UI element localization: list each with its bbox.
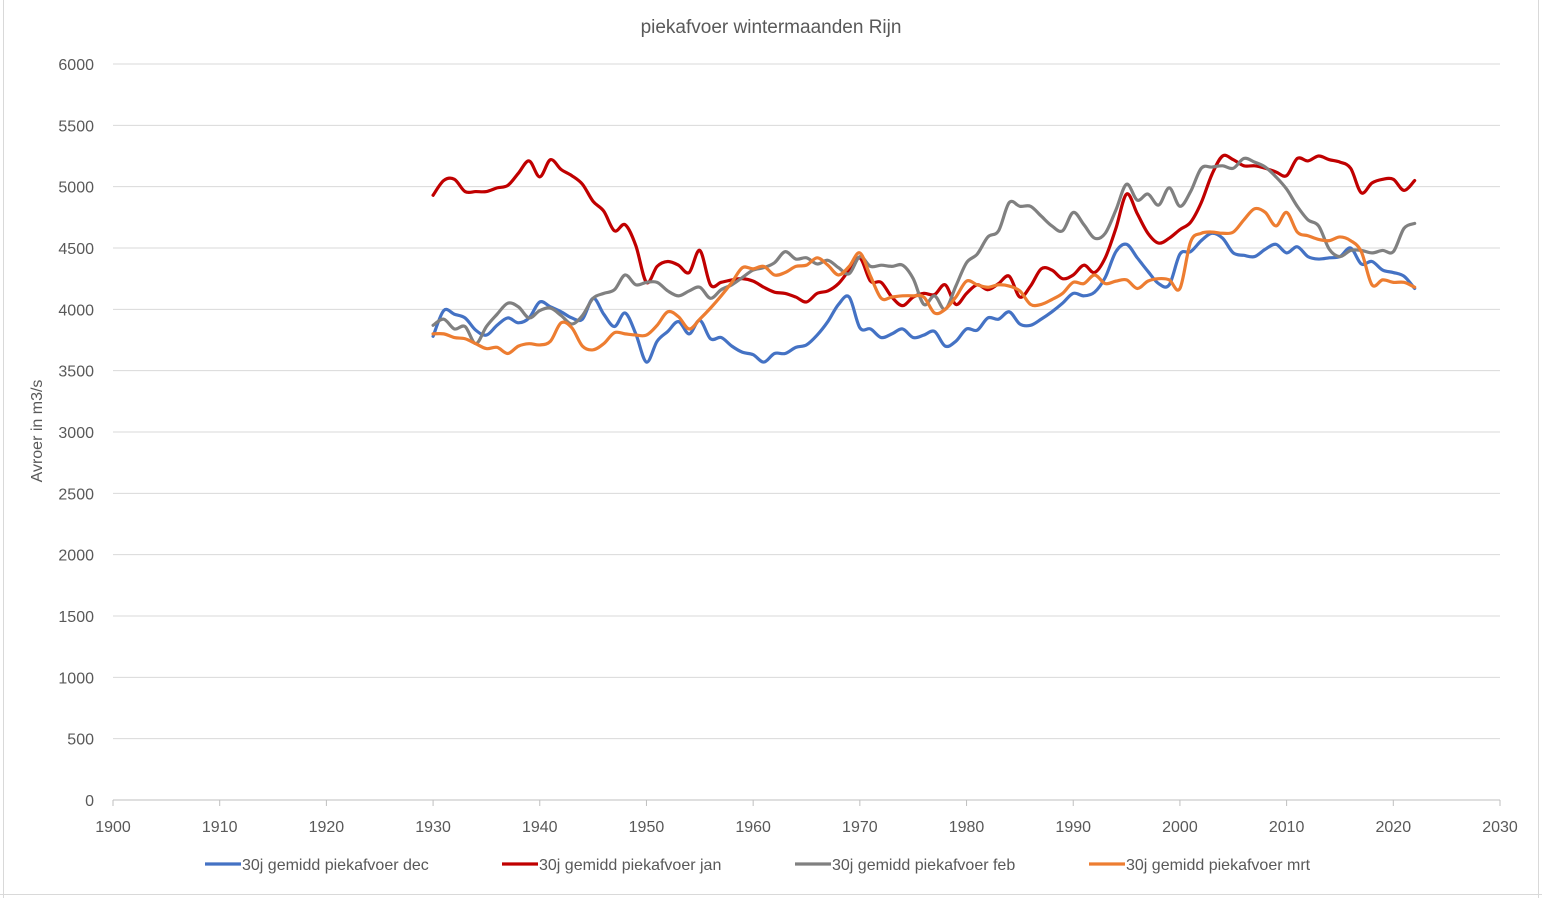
x-tick-label: 1910 <box>202 819 238 836</box>
gridlines <box>113 63 1500 740</box>
y-tick-label: 5500 <box>58 118 94 135</box>
y-tick-label: 4000 <box>58 302 94 319</box>
y-tick-label: 2000 <box>58 548 94 565</box>
x-tick-label: 1900 <box>95 819 131 836</box>
legend-label: 30j gemidd piekafvoer jan <box>539 857 721 874</box>
x-tick-label: 1940 <box>522 819 558 836</box>
x-tick-label: 1920 <box>309 819 345 836</box>
series-line-1 <box>431 231 1417 364</box>
y-tick-label: 6000 <box>58 57 94 74</box>
x-tick-label: 2020 <box>1376 819 1412 836</box>
series-line-4 <box>431 206 1417 356</box>
x-tick-label: 2000 <box>1162 819 1198 836</box>
y-tick-label: 5000 <box>58 180 94 197</box>
x-tick-label: 2030 <box>1482 819 1518 836</box>
y-tick-label: 500 <box>67 732 94 749</box>
x-tick-label: 1930 <box>415 819 451 836</box>
legend-label: 30j gemidd piekafvoer dec <box>242 857 429 874</box>
y-axis-title: Avroer in m3/s <box>29 380 46 483</box>
legend: 30j gemidd piekafvoer dec 30j gemidd piek… <box>205 857 1311 874</box>
legend-label: 30j gemidd piekafvoer mrt <box>1126 857 1311 874</box>
x-tick-label: 1960 <box>735 819 771 836</box>
x-tick-label: 1980 <box>949 819 985 836</box>
series-lines <box>431 153 1417 364</box>
y-tick-label: 1000 <box>58 670 94 687</box>
series-line-3 <box>431 156 1417 346</box>
x-tick-label: 1990 <box>1055 819 1091 836</box>
y-tick-label: 3500 <box>58 364 94 381</box>
series-line-2 <box>431 153 1417 308</box>
y-tick-label: 2500 <box>58 486 94 503</box>
y-axis-ticks: 0 500 1000 1500 2000 2500 3000 3500 4000 4500 5000… <box>58 57 94 810</box>
x-axis-ticks: 1900 1910 1920 1930 1940 1950 1960 1970 1980 1990… <box>95 799 1518 836</box>
y-tick-label: 4500 <box>58 241 94 258</box>
x-tick-label: 1950 <box>629 819 665 836</box>
y-tick-label: 3000 <box>58 425 94 442</box>
x-tick-label: 1970 <box>842 819 878 836</box>
y-tick-label: 0 <box>85 793 94 810</box>
y-tick-label: 1500 <box>58 609 94 626</box>
x-tick-label: 2010 <box>1269 819 1305 836</box>
chart-title: piekafvoer wintermaanden Rijn <box>641 17 902 38</box>
legend-label: 30j gemidd piekafvoer feb <box>832 857 1015 874</box>
